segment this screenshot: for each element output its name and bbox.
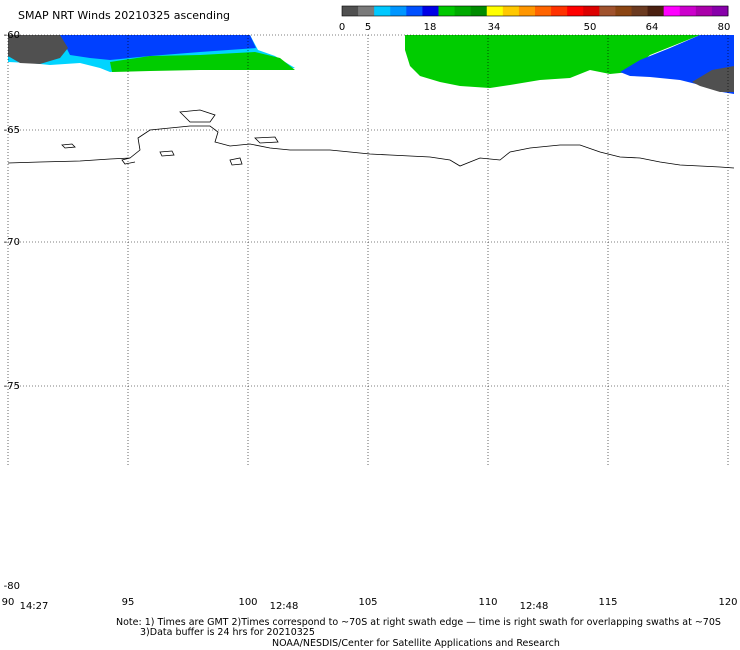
colorbar-segment bbox=[647, 6, 665, 16]
swath-time-label: 12:48 bbox=[270, 601, 299, 612]
colorbar-segment bbox=[438, 6, 456, 16]
map-title: SMAP NRT Winds 20210325 ascending bbox=[18, 9, 231, 22]
latitude-label: -80 bbox=[4, 581, 20, 592]
colorbar-tick-label: 80 bbox=[718, 22, 731, 33]
note-line-3: NOAA/NESDIS/Center for Satellite Applica… bbox=[272, 638, 560, 649]
coastline-bay bbox=[121, 157, 136, 165]
swath-gray bbox=[8, 35, 68, 64]
wind-speed-colorbar: 0 5 18 34 50 64 80 bbox=[339, 5, 731, 33]
island-4 bbox=[254, 136, 279, 144]
note-line-1: Note: 1) Times are GMT 2)Times correspon… bbox=[116, 617, 721, 628]
colorbar-segment bbox=[358, 6, 375, 16]
longitude-label: 120 bbox=[718, 597, 737, 608]
swath-time-labels: 14:27 12:48 12:48 bbox=[20, 601, 549, 612]
coastline-main bbox=[7, 125, 735, 169]
wind-swath-left bbox=[8, 35, 295, 72]
colorbar-segment bbox=[470, 6, 488, 16]
colorbar-segment bbox=[486, 6, 504, 16]
colorbar-segment bbox=[663, 6, 681, 16]
colorbar-segment bbox=[342, 6, 359, 16]
longitude-label: 115 bbox=[598, 597, 617, 608]
note-line-2: 3)Data buffer is 24 hrs for 20210325 bbox=[140, 627, 315, 638]
colorbar-tick-label: 64 bbox=[646, 22, 659, 33]
latitude-label: -70 bbox=[4, 237, 20, 248]
longitude-labels: 90 95 100 105 110 115 120 bbox=[2, 597, 738, 608]
colorbar-segment bbox=[551, 6, 568, 16]
longitude-label: 100 bbox=[238, 597, 257, 608]
latitude-label: -60 bbox=[4, 30, 20, 41]
longitude-label: 95 bbox=[122, 597, 135, 608]
colorbar-segments bbox=[342, 6, 729, 16]
colorbar-segment bbox=[583, 6, 600, 16]
swath-gray-right bbox=[692, 36, 734, 92]
longitude-label: 110 bbox=[478, 597, 497, 608]
colorbar-tick-label: 34 bbox=[488, 22, 501, 33]
longitude-label: 90 bbox=[2, 597, 15, 608]
colorbar-segment bbox=[518, 6, 536, 16]
island-3 bbox=[159, 150, 175, 157]
colorbar-tick-label: 5 bbox=[365, 22, 371, 33]
colorbar-tick-label: 18 bbox=[424, 22, 437, 33]
colorbar-segment bbox=[454, 6, 472, 16]
swath-blue bbox=[60, 35, 256, 60]
colorbar-segment bbox=[502, 6, 520, 16]
colorbar-segment bbox=[406, 6, 423, 16]
colorbar-tick-label: 0 bbox=[339, 22, 345, 33]
colorbar-segment bbox=[695, 6, 713, 16]
graticule bbox=[7, 34, 729, 465]
longitude-label: 105 bbox=[358, 597, 377, 608]
swath-time-label: 12:48 bbox=[520, 601, 549, 612]
colorbar-tick-label: 50 bbox=[584, 22, 597, 33]
swath-green bbox=[110, 52, 295, 72]
colorbar-frame bbox=[341, 5, 729, 17]
latitude-labels: -60 -65 -70 -75 -80 bbox=[4, 30, 20, 592]
colorbar-segment bbox=[631, 6, 649, 16]
swath-green-right bbox=[405, 35, 700, 88]
colorbar-segment bbox=[711, 6, 729, 16]
colorbar-segment bbox=[679, 6, 697, 16]
colorbar-segment bbox=[599, 6, 616, 16]
wind-swath-right bbox=[405, 35, 734, 94]
colorbar-segment bbox=[390, 6, 407, 16]
colorbar-segment bbox=[615, 6, 632, 16]
colorbar-segment bbox=[374, 6, 391, 16]
coastline bbox=[7, 109, 735, 169]
colorbar-segment bbox=[567, 6, 584, 16]
colorbar-segment bbox=[422, 6, 439, 16]
island-1 bbox=[179, 109, 216, 123]
island-2 bbox=[61, 143, 76, 149]
colorbar-ticks: 0 5 18 34 50 64 80 bbox=[339, 22, 731, 33]
latitude-label: -75 bbox=[4, 381, 20, 392]
swath-time-label: 14:27 bbox=[20, 601, 49, 612]
latitude-label: -65 bbox=[4, 125, 20, 136]
island-5 bbox=[229, 157, 243, 166]
colorbar-segment bbox=[535, 6, 552, 16]
